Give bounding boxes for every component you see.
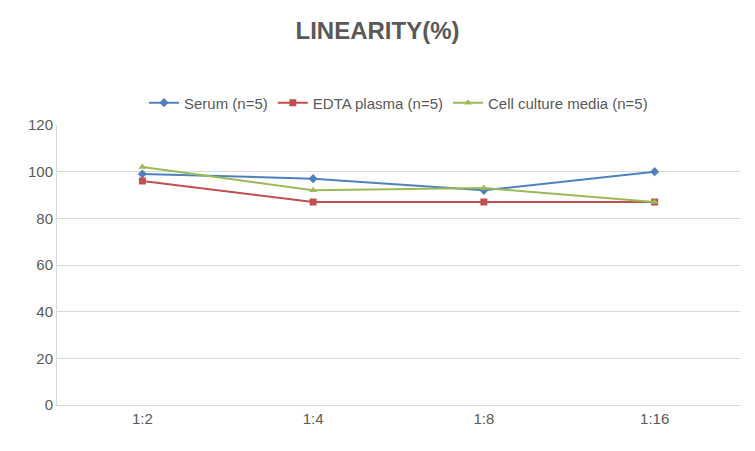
- svg-text:LINEARITY(%): LINEARITY(%): [296, 17, 460, 44]
- svg-text:1:2: 1:2: [132, 410, 153, 427]
- svg-text:EDTA plasma (n=5): EDTA plasma (n=5): [313, 95, 443, 112]
- svg-text:1:4: 1:4: [303, 410, 324, 427]
- svg-text:120: 120: [28, 116, 53, 133]
- svg-text:60: 60: [36, 256, 53, 273]
- svg-text:Cell culture media (n=5): Cell culture media (n=5): [488, 95, 648, 112]
- svg-text:1:16: 1:16: [640, 410, 669, 427]
- svg-text:20: 20: [36, 350, 53, 367]
- svg-text:100: 100: [28, 163, 53, 180]
- svg-text:80: 80: [36, 210, 53, 227]
- svg-text:1:8: 1:8: [473, 410, 494, 427]
- svg-text:0: 0: [45, 396, 53, 413]
- svg-text:40: 40: [36, 303, 53, 320]
- svg-text:Serum (n=5): Serum (n=5): [184, 95, 268, 112]
